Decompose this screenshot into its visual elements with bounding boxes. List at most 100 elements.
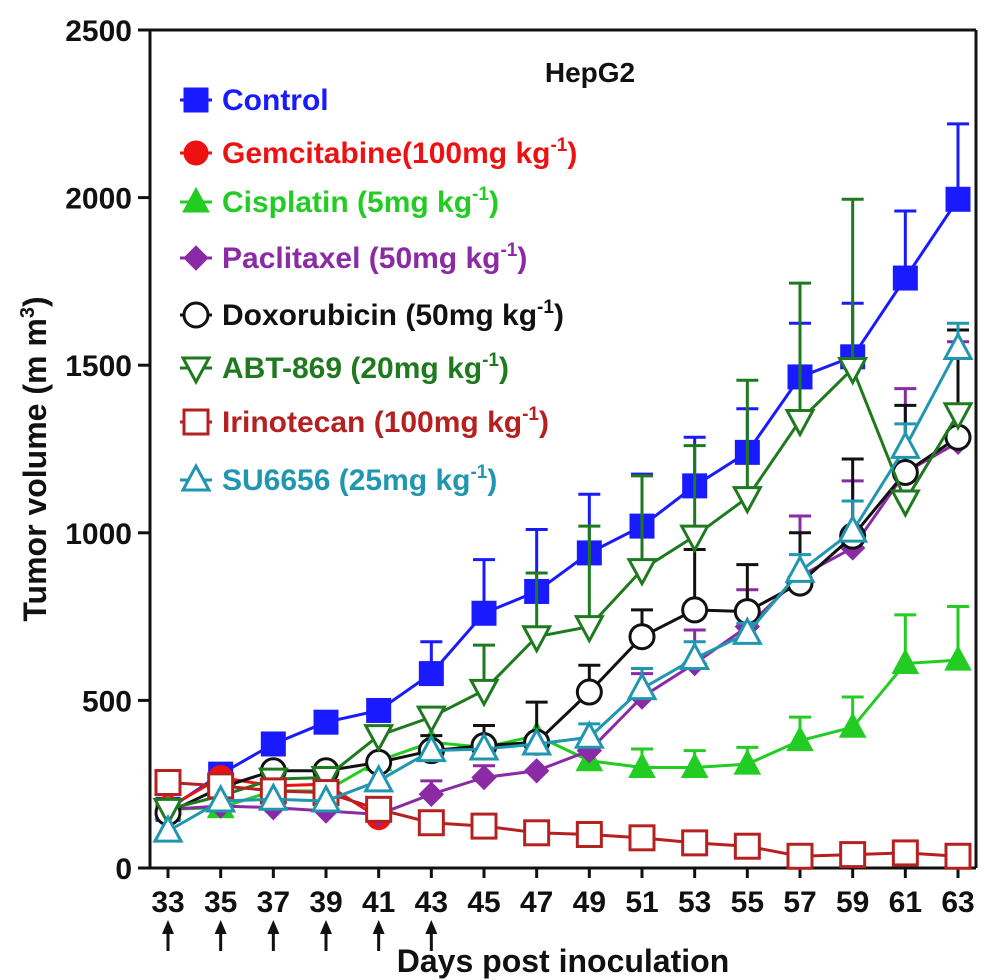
data-point [417,809,445,837]
series-irinotecan-100mg-kg [154,769,972,870]
legend-label: Doxorubicin (50mg kg-1) [222,297,564,332]
data-point [944,842,972,870]
treatment-arrow-head [320,920,332,934]
x-tick-label: 35 [204,886,237,919]
data-point [310,783,342,813]
data-point [468,678,500,708]
legend-item-irinotecan-100mg-kg: Irinotecan (100mg kg-1) [180,404,549,439]
x-tick-label: 41 [362,886,395,919]
series-line [167,781,959,858]
data-point [363,724,395,753]
legend-label: Control [222,84,329,117]
data-point [521,726,553,756]
legend-marker [182,301,210,329]
legend-item-su6656-25mg-kg: SU6656 (25mg kg-1) [180,462,497,497]
series-su6656-25mg-kg [152,321,974,843]
data-point [891,648,920,675]
y-tick-label: 0 [115,853,132,886]
data-point [679,641,711,670]
data-point [786,725,814,752]
data-point [838,712,867,738]
y-tick-label: 1500 [65,350,132,383]
x-tick-label: 33 [151,886,184,919]
data-point [784,409,816,438]
x-tick-label: 51 [625,886,658,919]
data-point [470,812,498,840]
data-point [363,763,395,793]
x-tick-label: 47 [520,886,553,919]
legend-item-cisplatin-5mg-kg: Cisplatin (5mg kg-1) [180,184,499,219]
y-axis-title: Tumor volume (m m3) [17,296,53,621]
chart-title: HepG2 [545,57,635,88]
data-point [837,357,869,386]
data-point [628,752,656,778]
axes: 0 500 1000 1500 2000 2500 33 35 37 39 41 43 45 47 49 51… [17,15,978,979]
data-point [679,524,711,554]
treatment-arrow-head [372,920,385,934]
data-point [575,820,603,848]
data-point [731,486,763,515]
data-point [471,600,497,626]
series-line [167,365,960,811]
series-layer [152,122,974,870]
legend-marker [183,87,209,113]
x-tick-label: 39 [309,886,342,919]
data-point [628,824,656,852]
data-point [521,625,553,654]
y-tick-label: 2000 [65,183,132,216]
legend-label: Gemcitabine(100mg kg-1) [222,135,577,170]
legend-marker [183,245,209,271]
legend-item-control: Control [180,84,329,117]
data-point [681,596,709,624]
data-point [415,733,447,763]
treatment-arrow-head [214,920,227,934]
x-tick-label: 63 [941,886,974,919]
y-tick-label: 2500 [65,15,132,48]
legend-item-doxorubicin-50mg-kg: Doxorubicin (50mg kg-1) [180,297,564,332]
data-point [257,782,289,811]
y-tick-label: 1000 [65,518,132,551]
data-point [891,839,919,867]
data-point [468,731,500,761]
legend-marker [182,186,210,213]
data-point [418,781,445,807]
legend-marker [180,356,212,386]
y-tick-label: 500 [82,685,132,718]
data-point [415,705,447,735]
data-point [313,709,339,735]
data-point [154,769,182,797]
data-point [733,749,762,775]
series-line [167,436,959,815]
x-tick-label: 55 [731,886,764,919]
x-tick-label: 57 [783,886,816,919]
data-point [471,764,497,791]
x-tick-label: 49 [573,886,606,919]
data-point [260,731,286,757]
data-point [573,615,605,644]
data-point [784,554,816,583]
data-point [680,752,709,778]
legend-item-paclitaxel-50mg-kg: Paclitaxel (50mg kg-1) [180,240,527,275]
treatment-arrow-head [267,920,280,934]
x-axis-title: Days post inoculation [397,943,729,979]
x-tick-label: 53 [678,886,711,919]
series-line [167,198,960,811]
data-point [205,783,237,813]
x-tick-label: 45 [467,886,500,919]
treatment-arrow-head [162,920,174,934]
data-point [944,645,972,671]
data-point [786,842,814,870]
legend-label: Irinotecan (100mg kg-1) [222,404,549,439]
legend-marker [180,462,212,492]
treatment-arrow-head [425,920,438,934]
data-point [889,489,921,519]
data-point [418,661,444,687]
data-point [573,720,605,749]
data-point [523,758,550,784]
legend-label: SU6656 (25mg kg-1) [222,462,497,497]
data-point [942,402,974,431]
legend-item-abt-869-20mg-kg: ABT-869 (20mg kg-1) [180,350,509,386]
data-point [681,829,709,857]
legend: HepG2 Control Gemcitabine(100mg kg-1) Cispl… [180,57,635,497]
data-point [731,616,763,645]
